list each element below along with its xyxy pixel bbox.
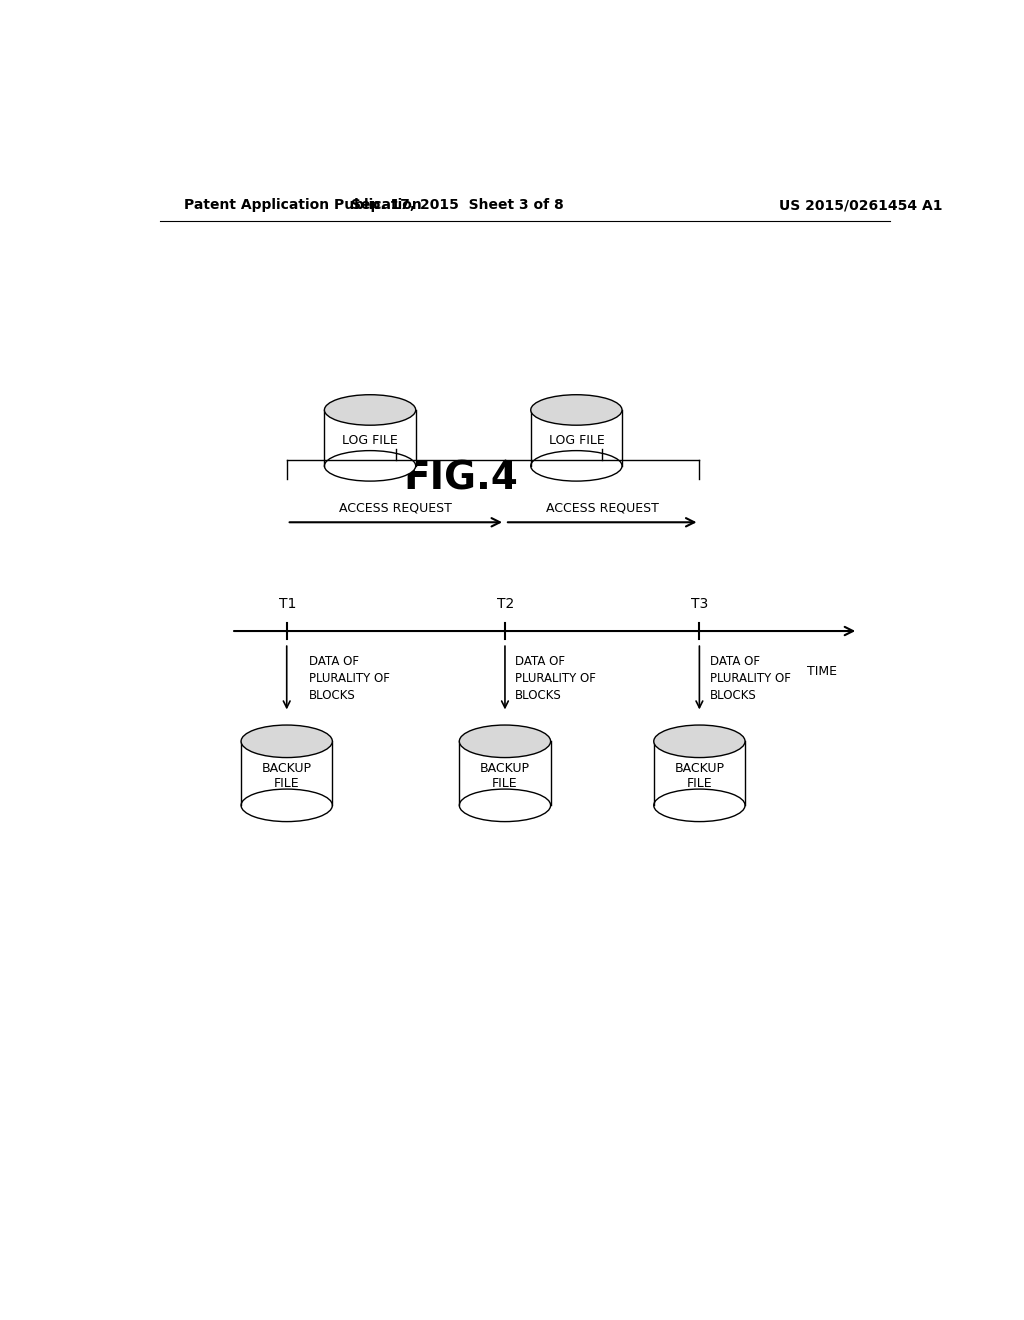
Ellipse shape [325,395,416,425]
Ellipse shape [325,395,416,425]
Text: TIME: TIME [807,665,838,678]
Text: DATA OF
PLURALITY OF
BLOCKS: DATA OF PLURALITY OF BLOCKS [309,655,390,702]
Text: LOG FILE: LOG FILE [342,434,398,447]
Ellipse shape [530,395,622,425]
Text: BACKUP
FILE: BACKUP FILE [262,763,311,791]
Text: Patent Application Publication: Patent Application Publication [183,198,421,213]
Ellipse shape [530,395,622,425]
Text: T1: T1 [279,597,296,611]
Text: DATA OF
PLURALITY OF
BLOCKS: DATA OF PLURALITY OF BLOCKS [515,655,596,702]
Bar [241,742,333,805]
Ellipse shape [241,725,333,758]
Ellipse shape [460,789,551,821]
Ellipse shape [241,789,333,821]
Ellipse shape [530,450,622,480]
Text: Sep. 17, 2015  Sheet 3 of 8: Sep. 17, 2015 Sheet 3 of 8 [351,198,564,213]
Ellipse shape [325,450,416,480]
Text: US 2015/0261454 A1: US 2015/0261454 A1 [778,198,942,213]
Text: BACKUP
FILE: BACKUP FILE [480,763,530,791]
Text: ACCESS REQUEST: ACCESS REQUEST [339,502,453,515]
Bar [460,742,551,805]
Ellipse shape [460,725,551,758]
Text: T2: T2 [497,597,514,611]
Text: BACKUP
FILE: BACKUP FILE [675,763,724,791]
Ellipse shape [460,725,551,758]
Bar [325,411,416,466]
Text: LOG FILE: LOG FILE [549,434,604,447]
Text: FIG.4: FIG.4 [403,459,519,498]
Text: DATA OF
PLURALITY OF
BLOCKS: DATA OF PLURALITY OF BLOCKS [710,655,791,702]
Bar [653,742,745,805]
Ellipse shape [653,725,745,758]
Text: T3: T3 [691,597,709,611]
Ellipse shape [653,789,745,821]
Text: ACCESS REQUEST: ACCESS REQUEST [546,502,658,515]
Ellipse shape [241,725,333,758]
Bar [530,411,622,466]
Ellipse shape [653,725,745,758]
